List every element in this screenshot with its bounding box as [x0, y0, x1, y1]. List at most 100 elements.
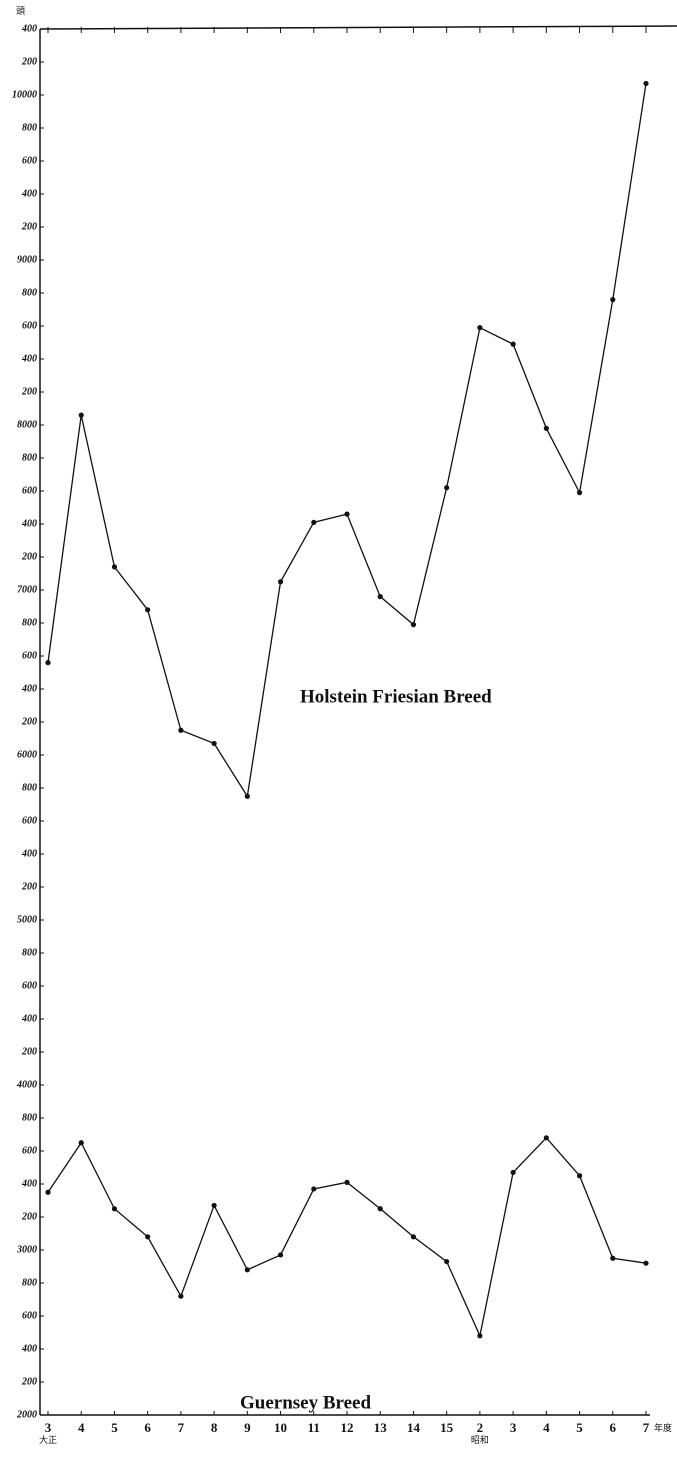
x-tick-label: 5 [576, 1420, 583, 1435]
y-tick-label: 8000 [17, 419, 37, 430]
x-tick-label: 4 [78, 1420, 85, 1435]
x-tick-label: 2 [477, 1420, 484, 1435]
data-point [410, 1234, 417, 1240]
y-tick-label: 3000 [16, 1244, 37, 1255]
data-point [145, 607, 151, 613]
x-tick-label: 8 [211, 1420, 218, 1435]
x-tick-label: 12 [341, 1420, 354, 1435]
x-era-label: 大正 [39, 1434, 57, 1445]
data-point [477, 325, 483, 331]
y-tick-label: 600 [22, 980, 37, 991]
x-tick-label: 3 [510, 1420, 517, 1435]
y-tick-label: 10000 [12, 89, 37, 100]
y-tick-label: 600 [22, 320, 37, 331]
data-point [277, 1252, 284, 1258]
data-point [145, 1234, 151, 1240]
y-tick-label: 800 [22, 1277, 37, 1288]
data-point [111, 564, 118, 570]
y-tick-label: 7000 [17, 584, 37, 595]
y-tick-label: 800 [22, 782, 37, 793]
data-point [311, 1186, 317, 1192]
data-point [444, 485, 450, 491]
y-tick-label: 200 [21, 1046, 37, 1057]
data-point [78, 412, 84, 418]
data-point [211, 740, 217, 747]
x-tick-label: 5 [111, 1420, 118, 1435]
data-point [78, 1140, 84, 1146]
x-tick-label: 13 [374, 1420, 388, 1435]
y-tick-label: 400 [21, 188, 37, 199]
x-tick-label: 4 [543, 1420, 550, 1435]
y-tick-label: 9000 [17, 254, 37, 265]
y-unit: 頭 [16, 6, 25, 16]
y-tick-label: 800 [22, 452, 37, 463]
y-tick-label: 800 [22, 947, 37, 958]
y-tick-label: 400 [21, 683, 37, 694]
data-point [344, 1179, 350, 1185]
data-point [244, 1267, 250, 1273]
y-tick-label: 6000 [17, 749, 37, 760]
y-tick-label: 600 [22, 1310, 37, 1321]
y-tick-label: 600 [22, 1145, 37, 1156]
data-point [377, 594, 383, 600]
y-tick-label: 200 [21, 716, 37, 727]
x-tick-label: 9 [244, 1420, 251, 1435]
y-tick-label: 800 [22, 617, 37, 628]
x-tick-label: 10 [274, 1420, 287, 1435]
data-point [643, 80, 649, 87]
data-point [244, 793, 250, 799]
x-tick-label: 6 [144, 1420, 151, 1435]
x-tick-label: 3 [45, 1420, 52, 1435]
y-tick-label: 800 [22, 287, 37, 298]
data-point [510, 1169, 516, 1176]
y-tick-label: 200 [21, 881, 37, 892]
y-tick-label: 400 [21, 518, 37, 529]
data-point [178, 1293, 184, 1299]
y-tick-label: 2000 [16, 1409, 37, 1420]
series-label: Guernsey Breed [240, 1392, 371, 1413]
x-unit: 年度 [654, 1422, 672, 1433]
y-tick-label: 200 [21, 1376, 37, 1387]
data-point [211, 1202, 217, 1209]
y-tick-label: 400 [21, 23, 37, 34]
data-point [477, 1333, 483, 1339]
y-tick-label: 600 [22, 650, 37, 661]
data-point [510, 341, 516, 347]
data-point [277, 579, 284, 585]
x-tick-label: 11 [308, 1420, 320, 1435]
y-tick-label: 400 [21, 848, 37, 859]
x-era-label: 昭和 [471, 1435, 489, 1445]
x-tick-label: 14 [407, 1420, 421, 1435]
y-tick-label: 200 [21, 221, 37, 232]
x-tick-label: 6 [610, 1420, 617, 1435]
y-tick-label: 600 [22, 155, 37, 166]
y-tick-label: 400 [21, 353, 37, 364]
top-border [39, 25, 677, 30]
y-tick-label: 400 [21, 1343, 37, 1354]
y-tick-label: 5000 [17, 914, 37, 925]
y-tick-label: 400 [21, 1013, 37, 1024]
y-tick-label: 600 [22, 815, 37, 826]
y-tick-label: 200 [21, 551, 37, 562]
data-point [311, 519, 317, 525]
data-point [111, 1206, 118, 1212]
data-point [543, 1135, 549, 1141]
data-point [643, 1260, 649, 1266]
data-point [45, 1189, 51, 1195]
y-tick-label: 4000 [16, 1079, 37, 1090]
data-point [178, 727, 184, 733]
series-label: Holstein Friesian Breed [300, 686, 492, 707]
y-tick-label: 200 [21, 1211, 37, 1222]
y-tick-label: 800 [22, 1112, 37, 1123]
data-point [576, 490, 583, 496]
data-point [610, 297, 616, 303]
data-point [377, 1206, 383, 1212]
x-tick-label: 7 [178, 1420, 185, 1435]
data-point [543, 425, 549, 431]
data-point [344, 511, 350, 517]
y-tick-label: 800 [22, 122, 37, 133]
x-tick-label: 15 [440, 1420, 454, 1435]
data-point [410, 622, 417, 628]
